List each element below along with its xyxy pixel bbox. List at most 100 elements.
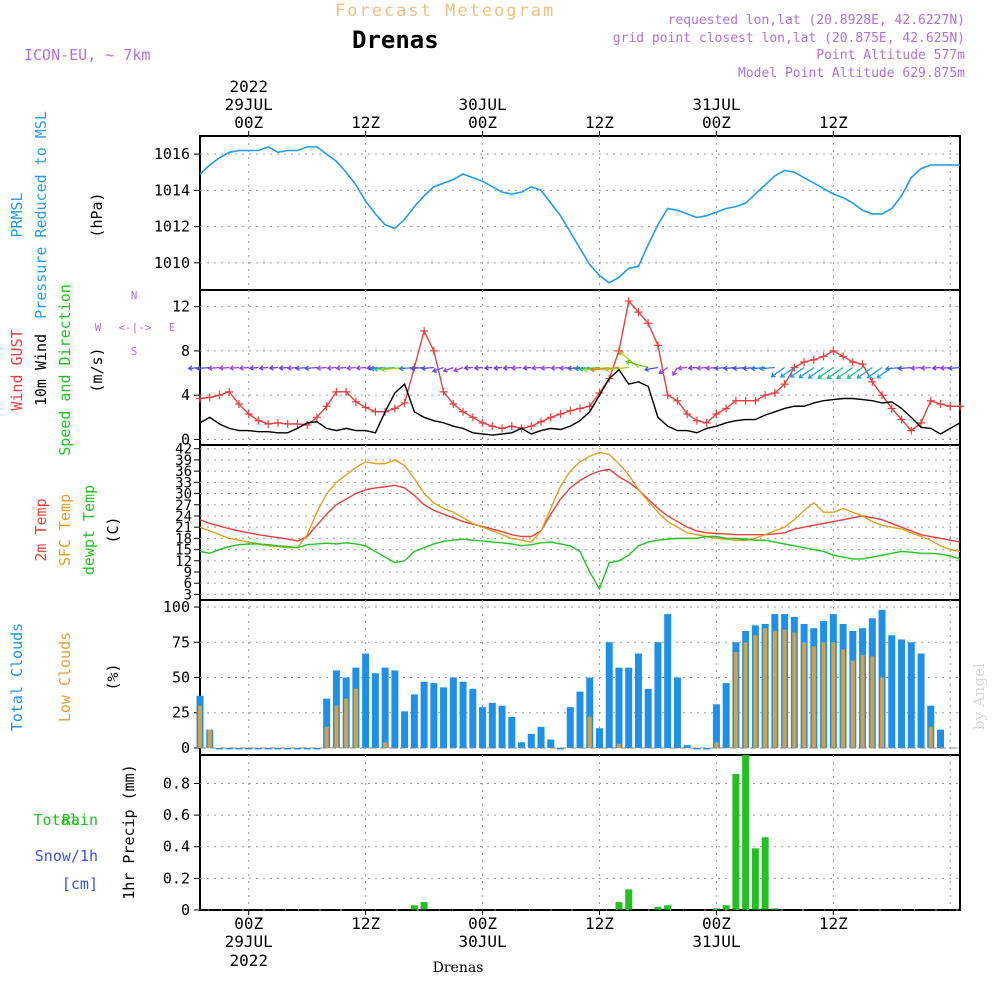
gust-marker	[196, 394, 204, 403]
panels: 1010 1012 1014 1016 PRMSL Pressure Reduced to…	[8, 111, 964, 919]
wind-direction-arrow	[327, 366, 337, 369]
y-tick-label: 0	[181, 430, 190, 448]
wind-direction-arrowhead	[316, 365, 322, 371]
gust-marker	[653, 341, 662, 350]
y-tick-label: 1012	[154, 218, 190, 236]
wind-direction-arrowhead	[920, 365, 926, 371]
total-cloud-bar	[430, 683, 438, 748]
wind-direction-arrowhead	[759, 365, 764, 372]
total-cloud-bar	[479, 707, 487, 748]
gust-marker	[741, 396, 750, 405]
total-cloud-bar	[654, 642, 662, 748]
gust-marker	[507, 422, 516, 431]
y-tick-label: 1016	[154, 145, 190, 163]
total-cloud-bar	[703, 747, 711, 750]
y-tick-label: 42	[175, 442, 192, 458]
wind-direction-arrowhead	[453, 367, 459, 373]
gust-marker	[644, 319, 653, 328]
gust-marker	[332, 387, 341, 396]
panel-label: Total Clouds	[8, 623, 26, 731]
wind-direction-arrowhead	[826, 374, 832, 380]
y-tick-label: 39	[175, 453, 192, 469]
y-tick-label: 12	[172, 298, 190, 316]
bottom-hour-label: 00Z	[234, 914, 263, 933]
low-cloud-bar	[782, 629, 787, 748]
rain-bar	[742, 755, 750, 910]
requested-coords: requested lon,lat (20.8928E, 42.6227N)	[668, 13, 965, 28]
model-label: ICON-EU, ~ 7km	[24, 46, 150, 64]
compass-s: S	[131, 345, 138, 358]
wind-direction-arrowhead	[947, 365, 953, 372]
total-cloud-bar	[673, 677, 681, 748]
y-tick-label: 4	[181, 386, 190, 404]
low-cloud-bar	[344, 698, 349, 748]
gust-marker	[614, 346, 623, 355]
y-tick-label: 15	[175, 543, 192, 559]
wind-direction-arrow	[590, 366, 620, 371]
rain-bar	[654, 906, 662, 910]
wind-direction-arrow	[568, 366, 581, 370]
low-cloud-bar	[792, 632, 797, 748]
wind-direction-arrowhead	[619, 351, 624, 356]
gust-marker	[887, 404, 896, 413]
wind-direction-arrowhead	[268, 365, 274, 371]
model-altitude: Model Point Altitude 629.875m	[738, 66, 965, 81]
total-cloud-bar	[634, 653, 642, 748]
panel-pressure: 1010 1012 1014 1016 PRMSL Pressure Reduced to…	[8, 111, 961, 319]
wind-direction-arrowhead	[856, 373, 862, 379]
wind-direction-arrow	[411, 366, 425, 370]
panel-wind: 0 4 8 12 Wind GUST 10m Wind Speed and Directio…	[8, 284, 964, 456]
gust-marker	[371, 407, 380, 416]
total-cloud-bar	[391, 670, 399, 748]
y-tick-label: 36	[175, 464, 192, 480]
low-cloud-bar	[743, 642, 748, 748]
low-cloud-bar	[841, 649, 846, 748]
y-tick-label: 25	[172, 704, 190, 722]
wind-direction-arrow	[512, 366, 522, 369]
wind-direction-arrow	[940, 366, 951, 369]
wind-direction-arrowhead	[442, 367, 448, 373]
low-cloud-bar	[616, 743, 621, 748]
wind-direction-arrowhead	[420, 365, 426, 372]
dewpoint-line	[199, 535, 961, 591]
gust-marker	[244, 410, 253, 418]
wind-direction-arrowhead	[345, 365, 351, 371]
y-tick-label: 8	[181, 342, 190, 360]
total-cloud-bar	[293, 747, 301, 750]
top-hour-label: 12Z	[585, 113, 614, 132]
gust-marker	[215, 391, 224, 400]
temp-2m-line	[199, 468, 961, 543]
total-cloud-bar	[888, 635, 896, 748]
low-cloud-bar	[880, 677, 885, 748]
gust-marker	[663, 391, 672, 400]
total-cloud-bar	[459, 681, 467, 748]
panel-label: SFC Temp	[56, 494, 74, 566]
wind-direction-arrowhead	[355, 365, 361, 371]
low-cloud-bar	[831, 642, 836, 748]
wind-direction-arrow	[626, 360, 649, 369]
gust-marker	[731, 396, 740, 405]
gust-marker	[546, 413, 555, 422]
wind-direction-arrowhead	[286, 365, 292, 371]
panel-clouds: 0 25 50 75 100 Total Clouds Low Clouds (%)	[8, 598, 961, 757]
gust-marker	[722, 404, 731, 413]
wind-direction-arrowhead	[398, 365, 404, 372]
wind-direction-arrowhead	[304, 365, 310, 372]
wind-direction-arrowhead	[713, 365, 719, 372]
rain-bar	[761, 837, 769, 910]
y-tick-label: 1010	[154, 254, 190, 272]
wind-direction-arrow	[503, 366, 512, 369]
grid-point-coords: grid point closest lon,lat (20.875E, 42.…	[613, 31, 965, 46]
wind-direction-arrow	[196, 366, 210, 370]
rain-bar	[732, 773, 740, 910]
gust-marker	[225, 387, 234, 396]
low-cloud-bar	[850, 660, 855, 748]
wind-direction-arrowhead	[566, 365, 572, 372]
top-hour-label: 00Z	[234, 113, 263, 132]
wind-line	[199, 368, 961, 436]
wind-direction-arrowhead	[294, 365, 300, 372]
top-date-label: 30JUL	[458, 95, 506, 114]
y-tick-label: 30	[175, 487, 192, 503]
